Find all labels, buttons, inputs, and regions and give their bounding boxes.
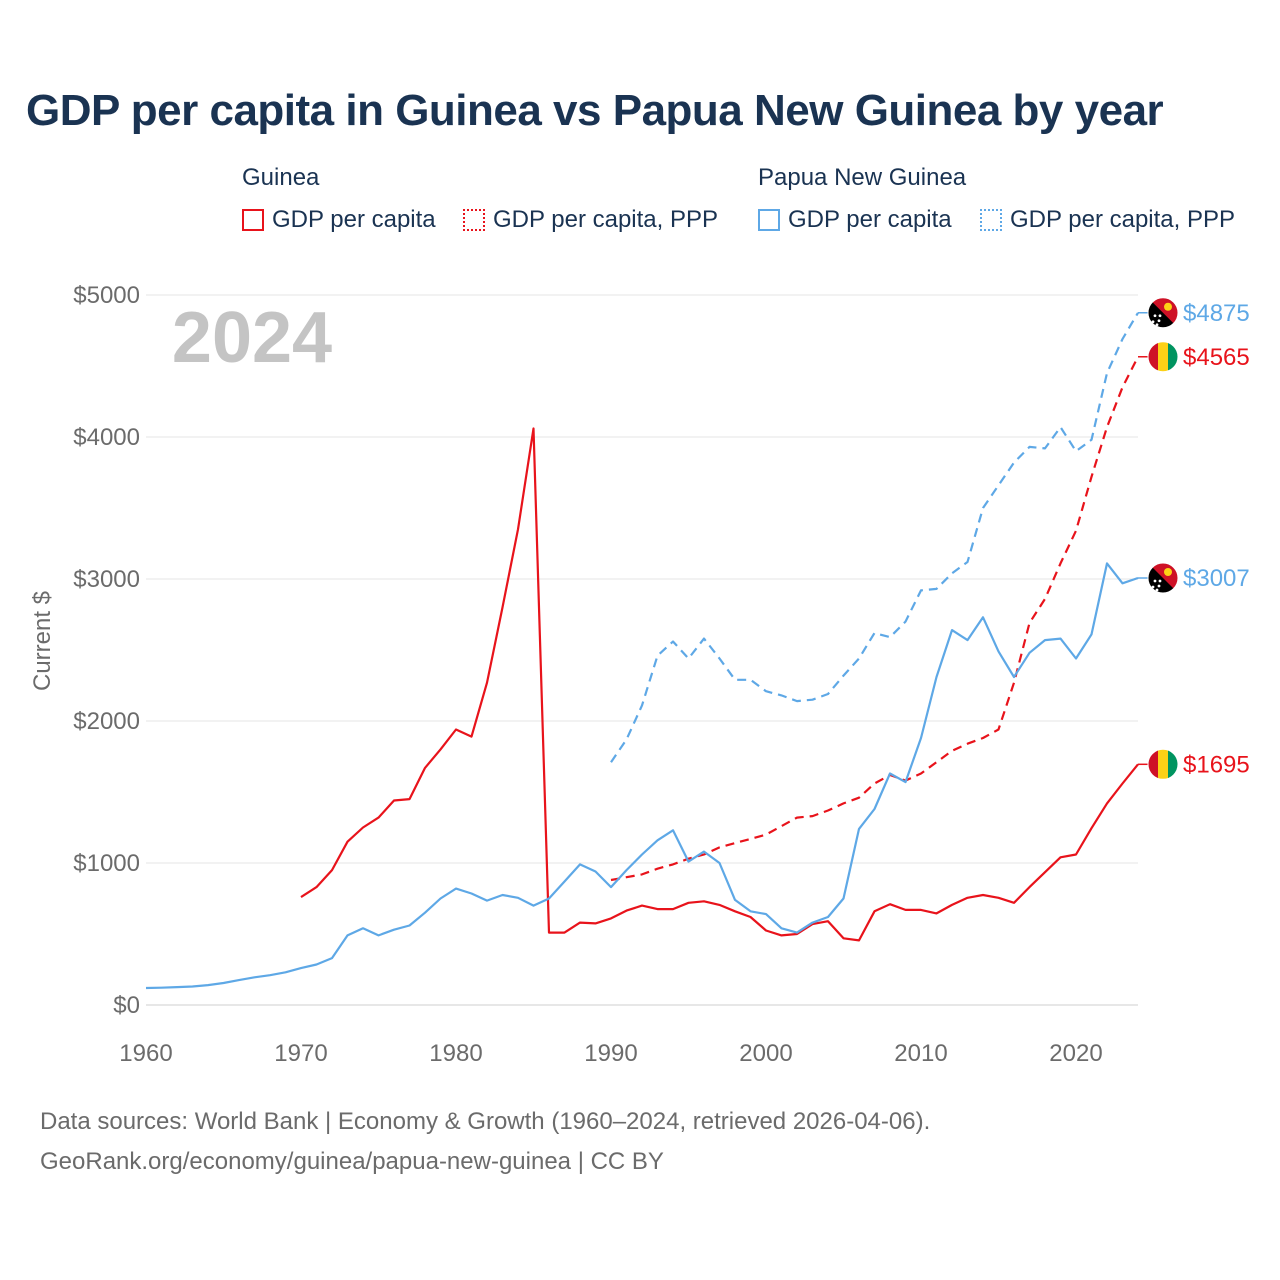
- legend-item-guinea-gdp[interactable]: GDP per capita: [242, 206, 436, 234]
- footer-sources: Data sources: World Bank | Economy & Gro…: [40, 1108, 931, 1135]
- legend-item-guinea-gdp-ppp[interactable]: GDP per capita, PPP: [463, 206, 718, 234]
- legend-swatch-dotted-icon: [463, 209, 485, 231]
- series-line-1: [610, 356, 1139, 882]
- x-axis-ticks: 1960 1970 1980 1990 2000 2010 2020: [119, 1040, 1102, 1067]
- png-flag-icon: [1147, 297, 1179, 329]
- page-title: GDP per capita in Guinea vs Papua New Gu…: [26, 86, 1164, 135]
- series-line-3: [610, 312, 1139, 763]
- x-tick-label: 1990: [584, 1040, 637, 1067]
- series-lines: [145, 312, 1139, 990]
- legend-swatch-solid-icon: [758, 209, 780, 231]
- guinea-flag-icon: [1147, 748, 1179, 780]
- png-flag-icon: [1147, 562, 1179, 594]
- end-value-label: $3007: [1183, 565, 1250, 592]
- legend-label: GDP per capita, PPP: [1010, 206, 1235, 233]
- y-axis-label: Current $: [29, 591, 56, 691]
- y-axis-ticks: $0 $1000 $2000 $3000 $4000 $5000: [73, 282, 140, 1019]
- legend-label: GDP per capita: [272, 206, 436, 233]
- guinea-flag-icon: [1147, 341, 1179, 373]
- y-tick-label: $1000: [73, 850, 140, 877]
- y-tick-label: $5000: [73, 282, 140, 309]
- legend-swatch-solid-icon: [242, 209, 264, 231]
- series-line-2: [145, 562, 1139, 990]
- legend-swatch-dotted-icon: [980, 209, 1002, 231]
- grid-lines: [146, 294, 1138, 1006]
- legend-label: GDP per capita: [788, 206, 952, 233]
- y-tick-label: $4000: [73, 424, 140, 451]
- legend-item-png-gdp[interactable]: GDP per capita: [758, 206, 952, 234]
- x-tick-label: 1970: [274, 1040, 327, 1067]
- legend-item-png-gdp-ppp[interactable]: GDP per capita, PPP: [980, 206, 1235, 234]
- line-chart: 2024 Current $ $0 $1000 $2000 $3000 $4000 $50…: [29, 282, 1250, 1067]
- x-tick-label: 1960: [119, 1040, 172, 1067]
- legend-group-title-png: Papua New Guinea: [758, 164, 967, 191]
- x-tick-label: 2020: [1049, 1040, 1102, 1067]
- series-end-labels: $1695 $4565 $3007 $4875: [1138, 297, 1250, 780]
- x-tick-label: 2000: [739, 1040, 792, 1067]
- end-value-label: $1695: [1183, 751, 1250, 778]
- y-tick-label: $2000: [73, 708, 140, 735]
- x-tick-label: 1980: [429, 1040, 482, 1067]
- legend-group-title-guinea: Guinea: [242, 164, 320, 191]
- y-tick-label: $0: [113, 992, 140, 1019]
- legend-label: GDP per capita, PPP: [493, 206, 718, 233]
- end-value-label: $4565: [1183, 344, 1250, 371]
- x-tick-label: 2010: [894, 1040, 947, 1067]
- series-line-0: [300, 427, 1139, 942]
- y-tick-label: $3000: [73, 566, 140, 593]
- year-label: 2024: [172, 298, 332, 378]
- footer-credit: GeoRank.org/economy/guinea/papua-new-gui…: [40, 1148, 664, 1175]
- end-value-label: $4875: [1183, 300, 1250, 327]
